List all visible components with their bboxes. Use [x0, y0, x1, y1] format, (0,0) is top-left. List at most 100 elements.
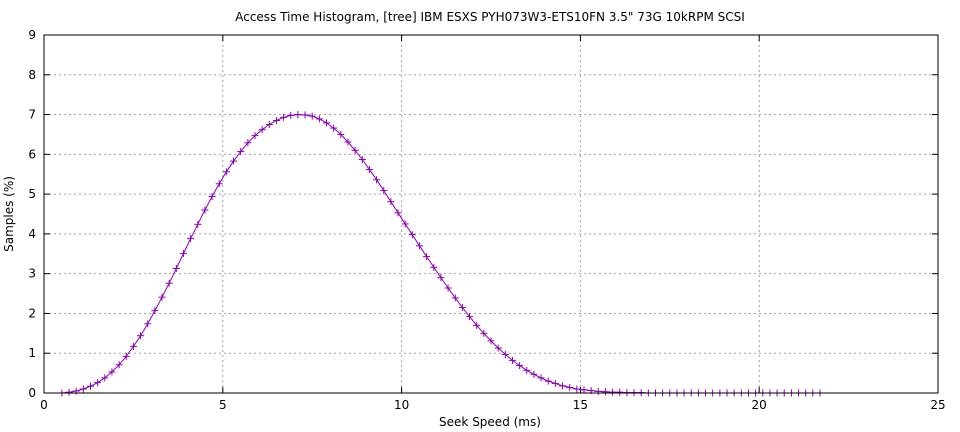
- data-point-marker: [258, 126, 266, 134]
- data-point-marker: [358, 156, 366, 164]
- y-tick-label: 6: [28, 147, 36, 161]
- data-point-marker: [301, 111, 309, 119]
- chart-title: Access Time Histogram, [tree] IBM ESXS P…: [235, 10, 745, 24]
- grid-lines: [44, 35, 938, 393]
- data-point-marker: [265, 121, 273, 128]
- data-point-marker: [165, 279, 173, 287]
- data-point-marker: [373, 176, 381, 184]
- tick-labels: 0 5 10 15 20 25 0 1 2 3 4 5 6 7 8 9: [28, 28, 945, 412]
- data-point-marker: [172, 264, 180, 272]
- data-point-marker: [272, 117, 280, 125]
- plot-frame: [43, 34, 939, 394]
- data-point-marker: [323, 119, 331, 127]
- data-point-marker: [480, 329, 488, 337]
- data-point-marker: [330, 124, 338, 132]
- data-point-marker: [280, 113, 288, 121]
- data-point-marker: [437, 274, 445, 282]
- data-point-marker: [308, 112, 316, 120]
- x-tick-label: 20: [752, 398, 767, 412]
- data-point-marker: [79, 385, 87, 393]
- data-point-marker: [287, 111, 295, 119]
- data-point-marker: [108, 368, 116, 376]
- data-point-marker: [251, 132, 259, 140]
- data-point-marker: [559, 382, 567, 390]
- data-point-marker: [201, 206, 209, 214]
- data-point-marker: [151, 307, 159, 315]
- data-point-marker: [179, 249, 187, 257]
- data-point-marker: [222, 168, 230, 176]
- data-point-marker: [466, 313, 474, 321]
- data-point-marker: [444, 284, 452, 292]
- y-tick-label: 3: [28, 267, 36, 281]
- data-point-marker: [537, 374, 545, 382]
- data-point-marker: [544, 377, 552, 385]
- y-tick-label: 4: [28, 227, 36, 241]
- data-point-marker: [473, 321, 481, 329]
- data-point-marker: [415, 242, 423, 250]
- data-point-marker: [394, 209, 402, 217]
- data-point-marker: [244, 139, 252, 147]
- data-point-marker: [609, 388, 617, 396]
- data-point-marker: [401, 220, 409, 228]
- data-point-marker: [94, 379, 102, 387]
- data-point-marker: [194, 220, 202, 228]
- data-point-marker: [423, 253, 431, 261]
- y-tick-label: 5: [28, 187, 36, 201]
- data-point-marker: [408, 231, 416, 239]
- data-point-marker: [380, 187, 388, 195]
- y-tick-label: 0: [28, 386, 36, 400]
- data-point-marker: [365, 165, 373, 173]
- data-point-marker: [315, 115, 323, 123]
- y-tick-label: 7: [28, 108, 36, 122]
- y-tick-label: 8: [28, 68, 36, 82]
- data-point-marker: [208, 192, 216, 200]
- data-point-marker: [594, 387, 602, 395]
- data-point-marker: [601, 388, 609, 396]
- data-point-marker: [516, 362, 524, 370]
- data-point-marker: [86, 382, 94, 390]
- data-point-marker: [458, 303, 466, 311]
- data-point-marker: [294, 111, 302, 119]
- data-point-marker: [430, 263, 438, 271]
- x-tick-label: 0: [40, 398, 48, 412]
- data-point-marker: [530, 370, 538, 378]
- y-tick-label: 1: [28, 346, 36, 360]
- data-point-marker: [494, 344, 502, 352]
- data-point-marker: [508, 356, 516, 364]
- data-point-marker: [101, 374, 109, 382]
- data-point-marker: [158, 293, 166, 301]
- data-point-marker: [337, 130, 345, 138]
- data-point-marker: [230, 157, 238, 165]
- data-point-marker: [616, 388, 624, 396]
- y-tick-label: 9: [28, 28, 36, 42]
- data-point-marker: [451, 294, 459, 302]
- data-point-marker: [65, 388, 73, 396]
- data-point-marker: [344, 138, 352, 146]
- data-point-marker: [573, 385, 581, 393]
- data-point-marker: [237, 148, 245, 156]
- data-point-marker: [551, 379, 559, 387]
- data-point-marker: [215, 180, 223, 188]
- y-axis-label: Samples (%): [2, 176, 16, 252]
- y-tick-label: 2: [28, 306, 36, 320]
- data-point-marker: [115, 361, 123, 369]
- x-tick-label: 10: [394, 398, 409, 412]
- data-point-marker: [523, 366, 531, 374]
- x-tick-label: 5: [219, 398, 227, 412]
- data-point-marker: [387, 198, 395, 206]
- data-point-marker: [351, 146, 359, 154]
- series-line: [61, 114, 820, 394]
- data-point-marker: [137, 332, 145, 340]
- x-tick-label: 15: [573, 398, 588, 412]
- data-point-marker: [487, 337, 495, 345]
- data-point-marker: [129, 342, 137, 350]
- data-point-marker: [122, 352, 130, 360]
- data-point-marker: [187, 235, 195, 243]
- data-point-marker: [566, 383, 574, 391]
- x-tick-label: 25: [930, 398, 945, 412]
- data-point-marker: [144, 320, 152, 328]
- data-point-marker: [501, 350, 509, 358]
- data-point-marker: [580, 386, 588, 394]
- x-axis-label: Seek Speed (ms): [439, 415, 541, 429]
